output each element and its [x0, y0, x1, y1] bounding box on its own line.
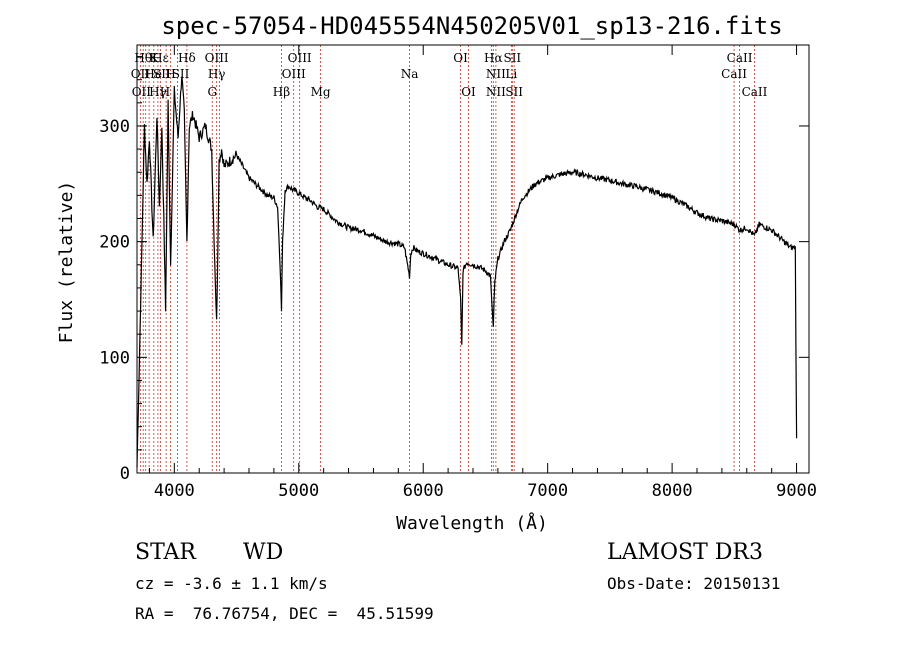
x-tick-label: 6000	[403, 481, 444, 501]
x-axis: 4000 5000 6000 7000 8000 9000	[148, 45, 817, 501]
plot-frame	[136, 44, 810, 474]
line-label: Hε	[152, 51, 169, 65]
y-tick-label: 100	[99, 348, 130, 368]
line-label: OIII	[205, 51, 229, 65]
line-label: NII	[486, 85, 506, 99]
line-label: CaII	[742, 85, 768, 99]
line-label: NII	[486, 67, 506, 81]
line-label: Hγ	[208, 67, 226, 81]
x-tick-label: 9000	[776, 481, 817, 501]
line-label: Hβ	[273, 85, 290, 99]
object-subclass: WD	[243, 540, 284, 565]
x-tick-label: 4000	[154, 481, 195, 501]
x-tick-label: 7000	[527, 481, 568, 501]
line-label: SII	[153, 67, 171, 81]
line-label: K	[149, 51, 159, 65]
line-label: Hα	[484, 51, 503, 65]
object-class: STAR	[135, 540, 196, 565]
line-label: Mg	[311, 85, 331, 99]
x-axis-label: Wavelength (Å)	[396, 512, 548, 534]
line-label: Li	[505, 67, 517, 81]
line-label: OII	[131, 67, 151, 81]
y-tick-label: 300	[99, 117, 130, 137]
line-label: CaII	[727, 51, 753, 65]
y-axis-label: Flux (relative)	[56, 181, 77, 344]
line-label: OIII	[288, 51, 312, 65]
line-label: G	[207, 85, 217, 99]
line-label: He	[144, 67, 162, 81]
line-label: OI	[461, 85, 476, 99]
x-tick-label: 8000	[652, 481, 693, 501]
emission-line-markers	[139, 45, 755, 473]
redshift-velocity: cz = -3.6 ± 1.1 km/s	[135, 574, 328, 593]
survey-name: LAMOST DR3	[607, 540, 763, 565]
line-label: Hδ	[178, 51, 196, 65]
line-label: H	[165, 67, 175, 81]
line-label: H	[160, 85, 170, 99]
y-axis: 0 100 200 300	[99, 56, 809, 484]
y-tick-label: 200	[99, 233, 130, 253]
chart-title: spec-57054-HD045554N450205V01_sp13-216.f…	[161, 12, 782, 40]
line-label: Hθ	[134, 51, 152, 65]
line-label: Hγ	[149, 85, 167, 99]
coordinates: RA = 76.76754, DEC = 45.51599	[135, 604, 434, 623]
spectrum-line	[136, 76, 798, 468]
line-label: OI	[453, 51, 468, 65]
line-label: OIII	[282, 67, 306, 81]
observation-date: Obs-Date: 20150131	[607, 574, 781, 593]
line-label: SII	[172, 67, 190, 81]
y-tick-label: 0	[120, 464, 130, 484]
line-label: CaII	[721, 67, 747, 81]
line-label: SII	[503, 51, 521, 65]
line-label: Na	[401, 67, 419, 81]
line-label: SII	[505, 85, 523, 99]
x-tick-label: 5000	[278, 481, 319, 501]
